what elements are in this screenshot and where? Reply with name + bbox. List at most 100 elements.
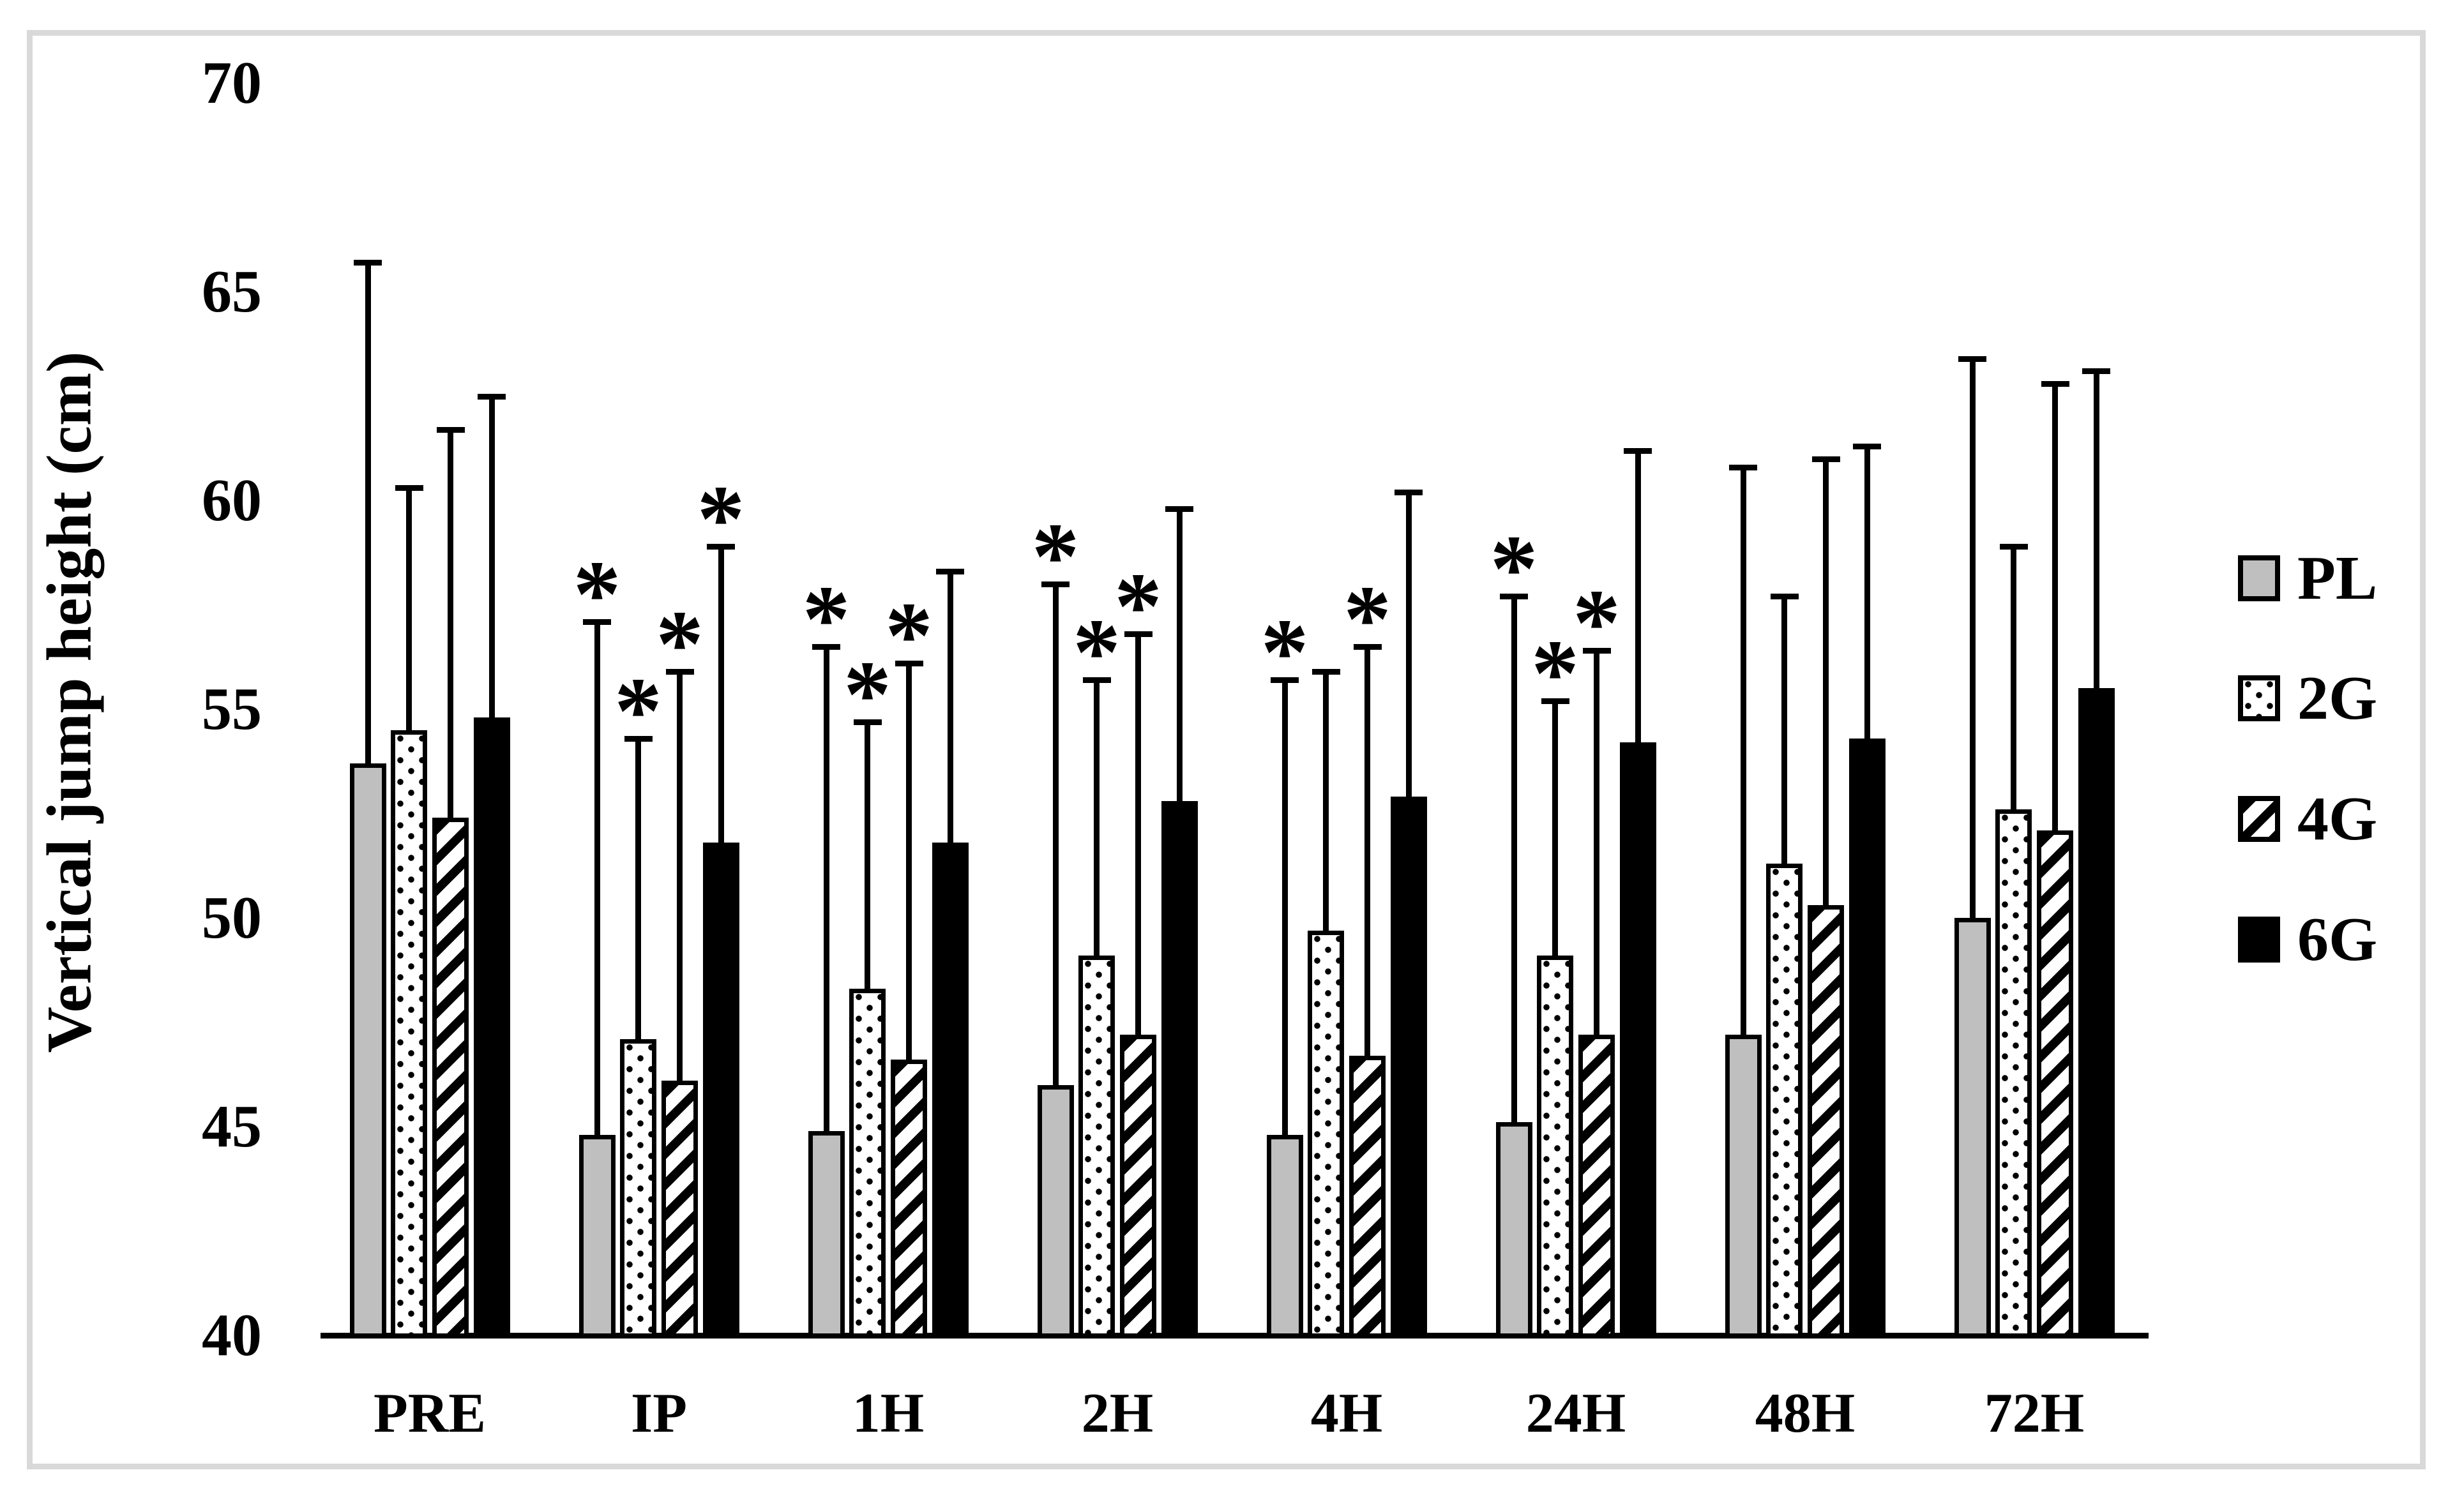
bar-IP-PL xyxy=(578,1135,616,1338)
error-bar-PRE-6G xyxy=(488,396,495,718)
error-bar-48H-6G xyxy=(1864,446,1870,739)
error-cap-1H-PL xyxy=(812,643,840,650)
error-cap-24H-2G xyxy=(1541,698,1569,704)
bar-2H-4G xyxy=(1120,1035,1156,1338)
error-bar-1H-2G xyxy=(865,721,870,989)
bar-48H-2G xyxy=(1766,863,1803,1338)
error-bar-2H-6G xyxy=(1176,509,1183,801)
x-tick-label-1H: 1H xyxy=(852,1383,925,1444)
error-bar-4H-PL xyxy=(1281,680,1288,1136)
bar-4H-4G xyxy=(1349,1055,1386,1338)
error-bar-24H-4G xyxy=(1594,650,1599,1035)
error-bar-4H-2G xyxy=(1323,671,1329,931)
bar-PRE-6G xyxy=(473,717,510,1338)
significance-star-24H-4G: * xyxy=(1573,570,1621,677)
error-cap-24H-4G xyxy=(1582,648,1611,654)
error-cap-48H-6G xyxy=(1853,443,1881,449)
significance-star-1H-4G: * xyxy=(885,583,933,689)
significance-star-24H-PL: * xyxy=(1490,516,1538,622)
x-tick-label-2H: 2H xyxy=(1081,1383,1154,1444)
x-tick-label-48H: 48H xyxy=(1755,1383,1856,1444)
significance-star-2H-2G: * xyxy=(1073,599,1121,706)
error-bar-1H-4G xyxy=(906,663,912,1060)
legend-label-PL: PL xyxy=(2297,544,2378,613)
bar-72H-PL xyxy=(1954,918,1991,1338)
error-bar-4H-6G xyxy=(1405,491,1412,797)
bar-4H-PL xyxy=(1266,1135,1303,1338)
error-cap-1H-2G xyxy=(853,719,882,725)
bar-72H-6G xyxy=(2078,688,2115,1338)
y-tick-label-40: 40 xyxy=(202,1302,262,1369)
legend-swatch-2G xyxy=(2238,675,2280,721)
y-tick-label-45: 45 xyxy=(202,1093,262,1160)
significance-star-IP-4G: * xyxy=(656,591,704,698)
error-bar-72H-2G xyxy=(2011,546,2016,809)
bar-IP-6G xyxy=(702,843,739,1338)
error-cap-4H-6G xyxy=(1395,489,1423,495)
error-cap-2H-PL xyxy=(1041,581,1069,587)
error-cap-72H-6G xyxy=(2082,368,2110,375)
legend-swatch-4G xyxy=(2238,796,2280,842)
x-tick-label-24H: 24H xyxy=(1525,1383,1626,1444)
bar-24H-6G xyxy=(1619,742,1656,1338)
bar-1H-4G xyxy=(891,1060,927,1338)
significance-star-24H-2G: * xyxy=(1531,620,1579,726)
chart-border xyxy=(27,30,2426,1469)
error-cap-48H-PL xyxy=(1729,464,1757,470)
significance-star-4H-4G: * xyxy=(1343,566,1391,672)
y-tick-label-50: 50 xyxy=(202,885,262,951)
error-cap-1H-4G xyxy=(895,661,923,667)
significance-star-4H-PL: * xyxy=(1260,599,1309,706)
error-cap-PRE-6G xyxy=(478,393,506,400)
error-cap-4H-2G xyxy=(1311,669,1340,675)
significance-star-1H-2G: * xyxy=(843,641,891,747)
error-bar-72H-PL xyxy=(1969,358,1976,918)
x-tick-label-PRE: PRE xyxy=(374,1383,486,1444)
error-cap-4H-PL xyxy=(1271,677,1299,684)
x-tick-label-IP: IP xyxy=(631,1383,687,1444)
significance-star-1H-PL: * xyxy=(802,566,850,672)
bar-48H-6G xyxy=(1848,738,1886,1338)
bar-2H-6G xyxy=(1161,800,1198,1338)
error-cap-IP-PL xyxy=(583,619,611,625)
y-tick-label-70: 70 xyxy=(202,50,262,116)
error-bar-24H-PL xyxy=(1511,596,1517,1123)
error-bar-24H-2G xyxy=(1552,700,1558,956)
error-cap-72H-2G xyxy=(1999,543,2028,550)
error-bar-2H-PL xyxy=(1052,583,1059,1085)
bar-72H-2G xyxy=(1995,809,2032,1338)
bar-IP-2G xyxy=(620,1039,656,1338)
x-tick-label-4H: 4H xyxy=(1310,1383,1383,1444)
significance-star-IP-6G: * xyxy=(697,465,745,572)
error-cap-PRE-PL xyxy=(354,260,382,266)
error-cap-PRE-2G xyxy=(395,485,423,491)
error-bar-2H-4G xyxy=(1135,634,1141,1035)
error-bar-72H-6G xyxy=(2093,371,2099,689)
y-tick-label-60: 60 xyxy=(202,467,262,534)
error-cap-IP-4G xyxy=(665,669,694,675)
bar-24H-4G xyxy=(1578,1035,1615,1338)
error-bar-24H-6G xyxy=(1635,450,1641,743)
legend-swatch-PL xyxy=(2238,555,2280,601)
bar-48H-PL xyxy=(1725,1035,1762,1338)
error-cap-72H-PL xyxy=(1958,356,1986,362)
significance-star-2H-4G: * xyxy=(1114,553,1162,660)
bar-2H-2G xyxy=(1078,955,1115,1338)
bar-4H-6G xyxy=(1390,797,1427,1338)
bar-1H-PL xyxy=(808,1130,845,1338)
y-tick-label-65: 65 xyxy=(202,259,262,325)
significance-star-IP-2G: * xyxy=(614,657,662,764)
error-cap-1H-6G xyxy=(936,569,964,575)
error-cap-IP-2G xyxy=(624,735,653,742)
bar-24H-2G xyxy=(1537,955,1573,1338)
error-cap-48H-2G xyxy=(1770,594,1799,600)
error-cap-2H-6G xyxy=(1165,506,1193,513)
x-axis-line xyxy=(321,1333,2149,1339)
y-tick-label-55: 55 xyxy=(202,676,262,742)
bar-24H-PL xyxy=(1495,1122,1532,1338)
error-bar-72H-4G xyxy=(2052,383,2058,830)
error-bar-IP-6G xyxy=(718,546,724,843)
y-axis-title: Vertical jump height (cm) xyxy=(33,351,105,1053)
error-cap-IP-6G xyxy=(707,543,735,550)
